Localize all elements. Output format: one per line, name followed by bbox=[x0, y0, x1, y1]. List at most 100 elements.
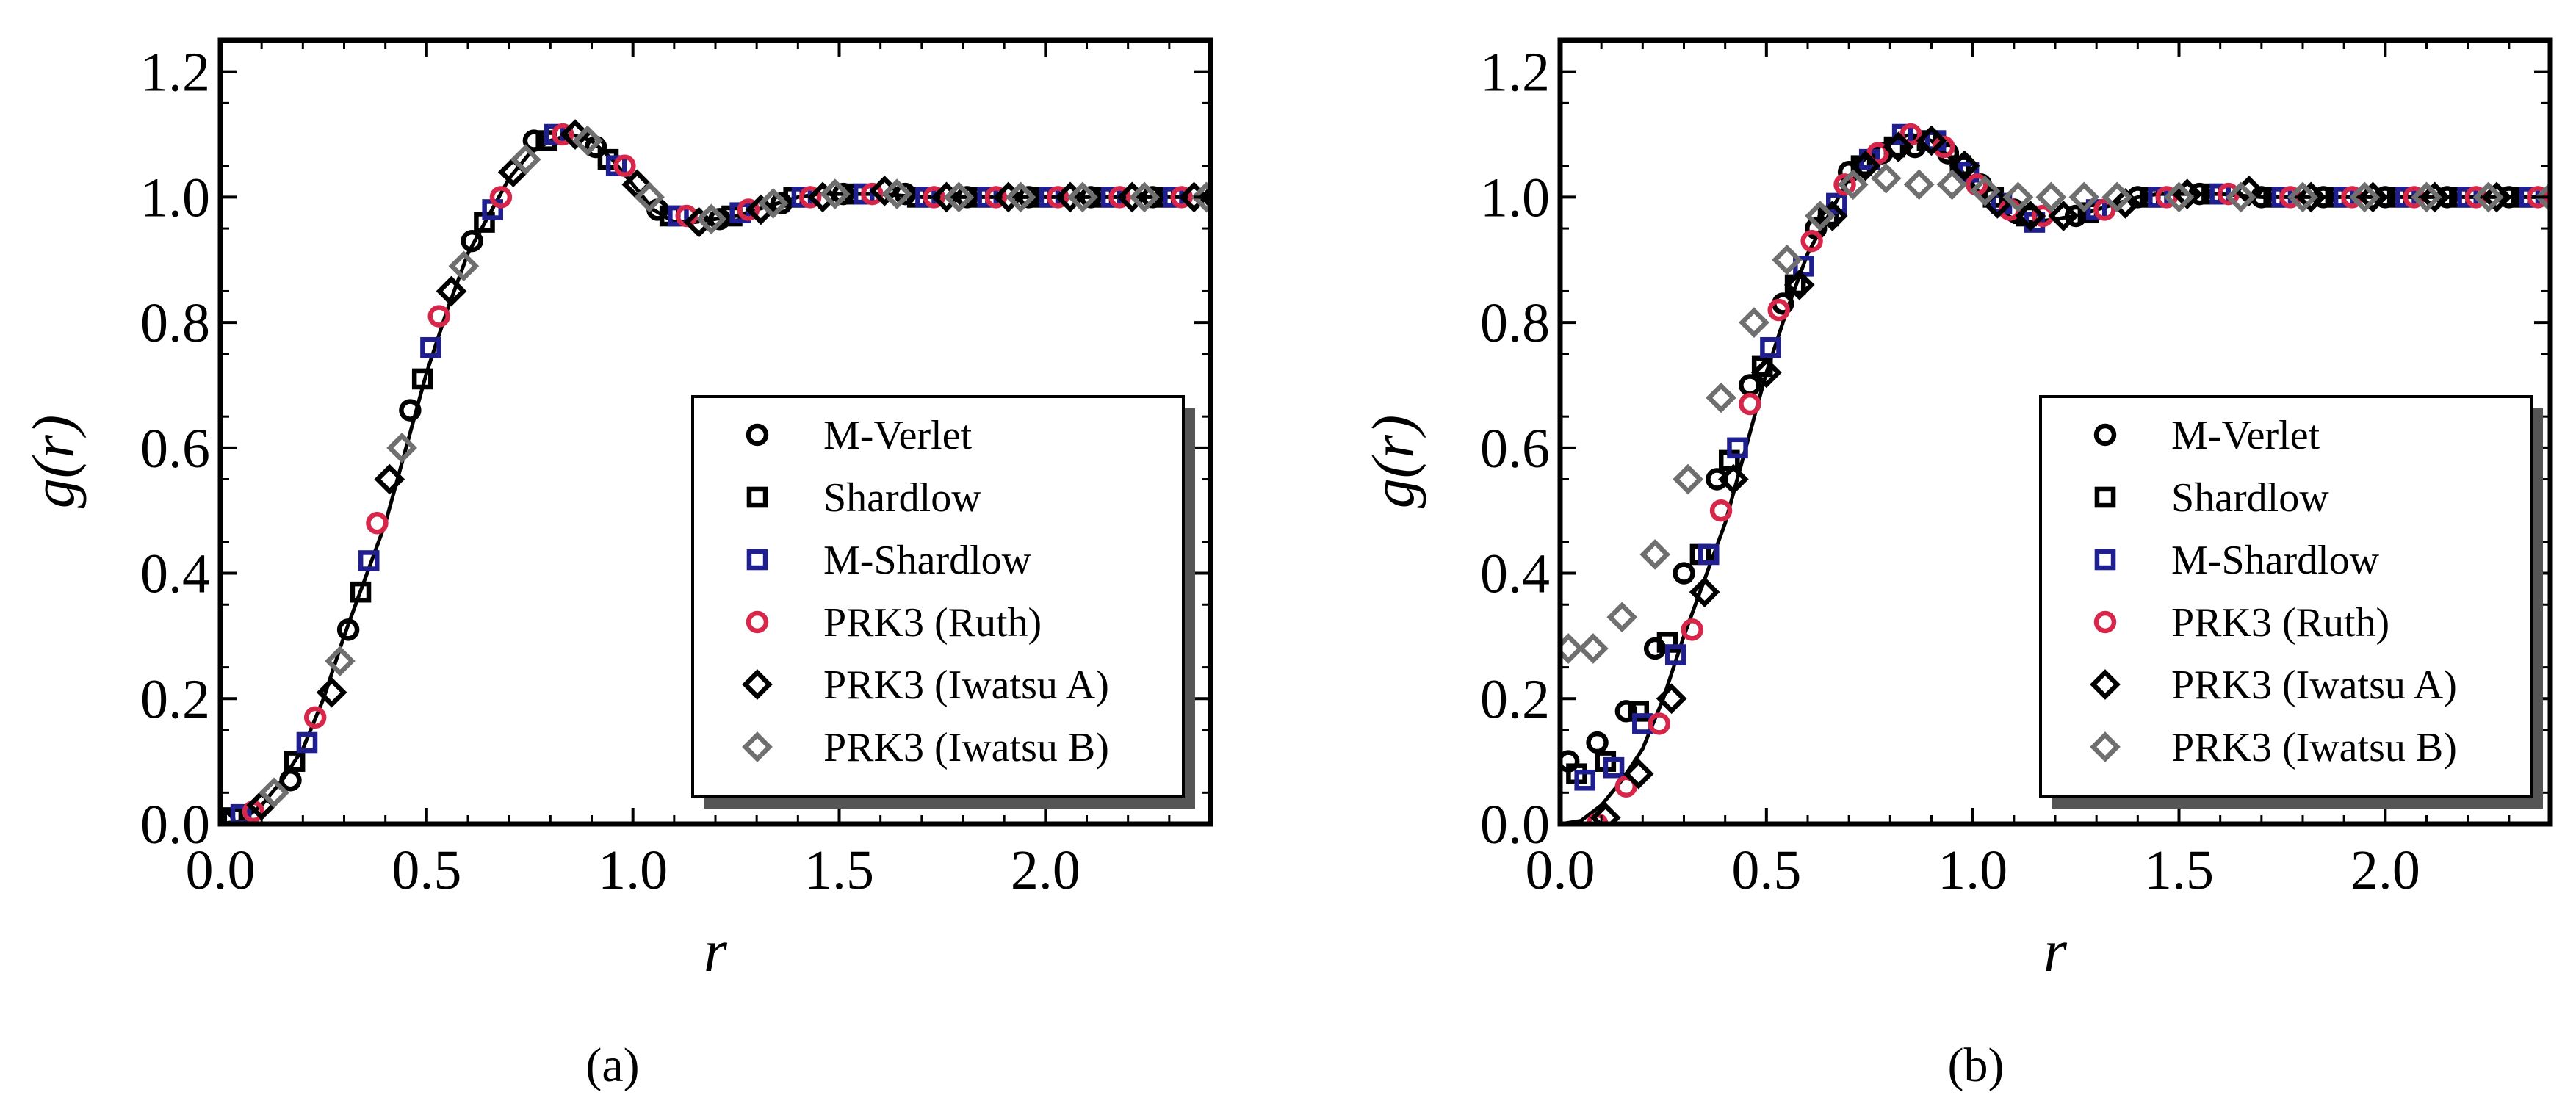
data-point bbox=[1055, 181, 1086, 213]
legend-label: M-Verlet bbox=[823, 413, 973, 458]
data-point bbox=[1826, 192, 1847, 214]
data-point bbox=[1760, 336, 1781, 358]
data-point bbox=[1639, 539, 1671, 570]
legend-entry: PRK3 (Iwatsu A) bbox=[742, 662, 1109, 708]
data-point bbox=[1178, 181, 1210, 213]
data-point bbox=[2093, 198, 2116, 221]
legend-label: PRK3 (Ruth) bbox=[823, 600, 1042, 646]
data-point bbox=[2064, 204, 2088, 228]
data-point bbox=[1837, 169, 1869, 201]
data-point bbox=[2002, 181, 2034, 213]
data-point bbox=[634, 181, 665, 213]
data-point bbox=[1805, 201, 1836, 231]
data-point bbox=[757, 188, 789, 219]
data-point bbox=[1656, 683, 1687, 715]
data-point bbox=[853, 183, 875, 205]
data-point bbox=[2035, 181, 2067, 213]
data-point bbox=[399, 399, 422, 422]
data-point bbox=[510, 144, 541, 176]
data-point bbox=[2349, 181, 2381, 213]
data-point bbox=[1614, 775, 1638, 798]
data-point bbox=[2472, 181, 2504, 213]
data-point bbox=[489, 186, 513, 209]
x-tick-label: 2.0 bbox=[1011, 839, 1080, 901]
data-point bbox=[420, 336, 441, 358]
data-point bbox=[2163, 181, 2195, 213]
data-point bbox=[1664, 644, 1686, 665]
data-point bbox=[325, 646, 356, 676]
data-point bbox=[1681, 618, 1703, 641]
data-point bbox=[807, 181, 838, 213]
data-point bbox=[605, 155, 627, 177]
legend-marker bbox=[2093, 610, 2117, 634]
legend-entry: PRK3 (Ruth) bbox=[2093, 600, 2389, 646]
series-prk3-ruth- bbox=[242, 123, 1193, 823]
data-point bbox=[1689, 577, 1720, 608]
x-axis-label: r bbox=[704, 917, 728, 984]
data-point bbox=[522, 129, 546, 152]
y-tick-label: 0.4 bbox=[140, 543, 210, 605]
data-point bbox=[461, 229, 483, 253]
data-point bbox=[820, 178, 851, 209]
data-point bbox=[303, 706, 327, 729]
y-axis-label: g(r) bbox=[20, 415, 87, 509]
legend-entry: M-Shardlow bbox=[2094, 538, 2380, 583]
legend-label: Shardlow bbox=[823, 475, 981, 521]
data-point bbox=[2411, 181, 2442, 213]
data-point bbox=[1046, 186, 1069, 209]
chart-panel-a: 0.0 0.5 1.0 1.5 2.0 0.0 0.2 0.4 0.6 0.8 1.0 1.2 r g… bbox=[20, 37, 1213, 1092]
data-point bbox=[2110, 188, 2141, 219]
data-point bbox=[1191, 181, 1211, 213]
series-prk3-iwatsu-a- bbox=[1590, 125, 2512, 824]
data-point bbox=[1800, 229, 1823, 253]
data-point bbox=[1614, 700, 1638, 723]
data-point bbox=[1706, 382, 1736, 413]
data-point bbox=[259, 777, 289, 809]
data-point bbox=[1883, 131, 1914, 162]
data-point bbox=[336, 618, 360, 641]
data-point bbox=[1866, 142, 1889, 165]
data-point bbox=[316, 676, 347, 708]
data-point bbox=[350, 581, 372, 603]
data-point bbox=[1805, 217, 1828, 240]
series-prk3-iwatsu-b- bbox=[259, 125, 1211, 809]
legend-label: PRK3 (Iwatsu A) bbox=[2171, 662, 2457, 708]
legend-label: M-Verlet bbox=[2171, 413, 2320, 458]
data-point bbox=[2068, 181, 2100, 213]
data-point bbox=[2481, 181, 2512, 213]
y-tick-label: 0.8 bbox=[140, 292, 210, 354]
data-point bbox=[861, 182, 884, 206]
data-point bbox=[1603, 756, 1625, 779]
y-tick-label: 0.8 bbox=[1480, 292, 1550, 354]
data-point bbox=[2419, 181, 2450, 213]
legend-marker bbox=[742, 669, 773, 700]
data-point bbox=[745, 194, 776, 225]
legend-entry: Shardlow bbox=[2094, 475, 2329, 521]
data-point bbox=[1903, 169, 1935, 201]
data-point bbox=[1718, 463, 1749, 495]
data-point bbox=[2085, 199, 2107, 220]
data-point bbox=[984, 186, 1008, 209]
data-point bbox=[1767, 298, 1790, 322]
data-point bbox=[1698, 543, 1720, 566]
y-tick-label: 1.2 bbox=[1480, 42, 1550, 104]
data-point bbox=[2209, 183, 2231, 205]
data-point bbox=[551, 123, 574, 146]
data-point bbox=[1170, 186, 1193, 209]
y-tick-label: 1.0 bbox=[140, 167, 210, 228]
y-tick-label: 1.0 bbox=[1480, 167, 1550, 228]
data-point bbox=[881, 178, 912, 209]
data-point bbox=[358, 550, 380, 571]
legend-label: PRK3 (Ruth) bbox=[2171, 600, 2389, 646]
x-tick-label: 1.0 bbox=[1938, 839, 2007, 901]
data-point bbox=[696, 203, 727, 235]
data-point bbox=[668, 205, 689, 227]
data-point bbox=[1673, 562, 1695, 585]
data-point bbox=[683, 206, 715, 238]
x-axis-label: r bbox=[2043, 917, 2068, 984]
data-point bbox=[1606, 602, 1638, 633]
x-tick-label: 1.5 bbox=[2144, 839, 2214, 901]
legend-label: M-Shardlow bbox=[2171, 538, 2380, 583]
legend-label: PRK3 (Iwatsu A) bbox=[823, 662, 1109, 708]
